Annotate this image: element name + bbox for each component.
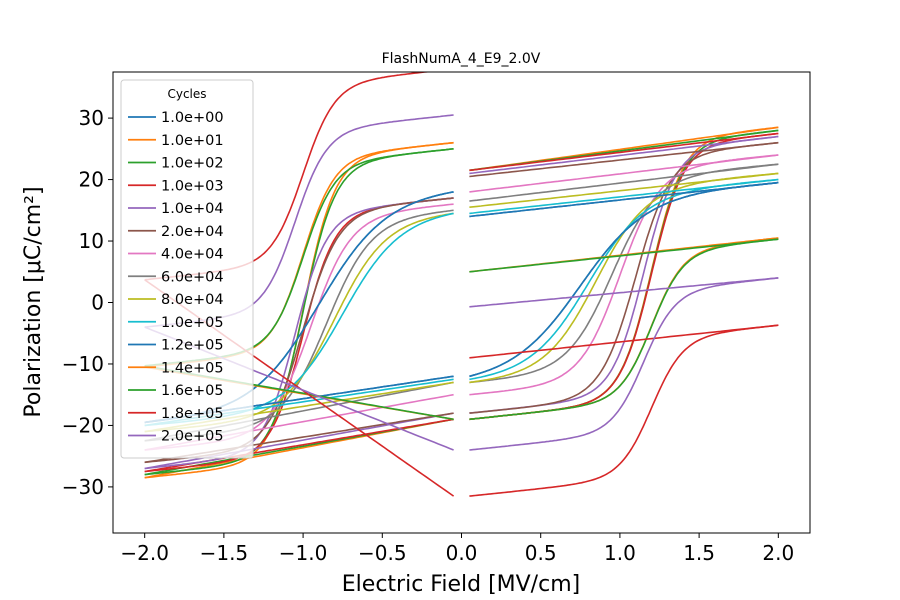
series-line [469, 324, 779, 359]
x-axis-ticks: −2.0 −1.5 −1.0 −0.5 0.0 0.5 1.0 1.5 2.0 [120, 533, 794, 565]
legend-entry: 8.0e+04 [161, 292, 224, 308]
series-line [469, 154, 779, 396]
series-line [469, 132, 779, 172]
legend: Cycles 1.0e+00 1.0e+01 1.0e+02 1.0e+03 1.0e+… [120, 79, 254, 459]
series-line [469, 324, 779, 497]
series-line [469, 277, 779, 308]
y-axis-label: Polarization [μC/cm²] [21, 186, 46, 417]
legend-entry: 6.0e+04 [161, 269, 224, 285]
series-line [469, 277, 779, 451]
legend-entry: 1.0e+00 [161, 110, 224, 126]
y-axis-ticks: −30 −20 −10 0 10 20 30 [62, 106, 113, 499]
legend-entry: 1.0e+01 [161, 133, 224, 149]
legend-entry: 1.2e+05 [161, 338, 224, 354]
x-tick-label: 0.5 [525, 541, 557, 565]
x-tick-label: 1.5 [683, 541, 715, 565]
legend-entry: 1.0e+03 [161, 178, 224, 194]
x-tick-label: 2.0 [762, 541, 794, 565]
y-tick-label: 30 [79, 106, 104, 130]
legend-entry: 1.6e+05 [161, 383, 224, 399]
legend-entry: 1.8e+05 [161, 406, 224, 422]
series-line [469, 141, 779, 414]
y-tick-label: −10 [62, 352, 104, 376]
legend-entry: 2.0e+05 [161, 429, 224, 445]
x-tick-label: 1.0 [604, 541, 636, 565]
y-tick-label: −30 [62, 475, 104, 499]
series-line [469, 163, 779, 384]
y-tick-label: −20 [62, 413, 104, 437]
x-axis-label: Electric Field [MV/cm] [342, 572, 580, 597]
legend-entry: 1.0e+04 [161, 201, 224, 217]
y-tick-label: 0 [91, 291, 104, 315]
chart-title: FlashNumA_4_E9_2.0V [382, 51, 541, 67]
y-tick-label: 20 [79, 168, 104, 192]
x-tick-label: −0.5 [358, 541, 407, 565]
series-line [469, 238, 779, 421]
legend-box [120, 79, 254, 459]
x-tick-label: −2.0 [120, 541, 169, 565]
legend-title: Cycles [167, 87, 206, 101]
x-tick-label: 0.0 [446, 541, 478, 565]
series-line [469, 238, 779, 273]
legend-entry: 4.0e+04 [161, 247, 224, 263]
legend-entry: 1.0e+02 [161, 156, 224, 172]
x-tick-label: −1.5 [200, 541, 249, 565]
legend-entry: 1.0e+05 [161, 315, 224, 331]
legend-entry: 1.4e+05 [161, 360, 224, 376]
legend-entry: 2.0e+04 [161, 224, 224, 240]
y-tick-label: 10 [79, 229, 104, 253]
series-line [144, 412, 454, 470]
x-tick-label: −1.0 [279, 541, 328, 565]
